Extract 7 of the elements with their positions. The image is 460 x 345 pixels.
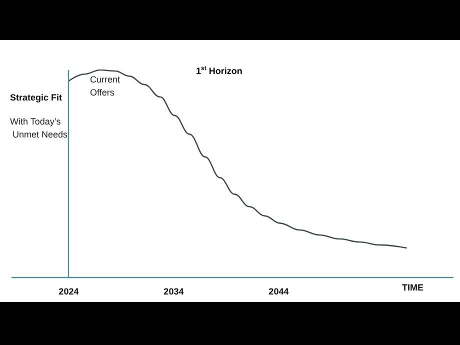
x-tick-label: 2034 bbox=[164, 286, 184, 296]
x-axis-title: TIME bbox=[402, 282, 424, 292]
annotation: With Today’s Unmet Needs bbox=[10, 116, 68, 140]
x-tick-label: 2044 bbox=[268, 286, 289, 296]
y-axis-title: Strategic Fit bbox=[10, 92, 62, 102]
annotation: Current Offers bbox=[90, 74, 123, 98]
x-tick-label: 2024 bbox=[58, 286, 79, 296]
